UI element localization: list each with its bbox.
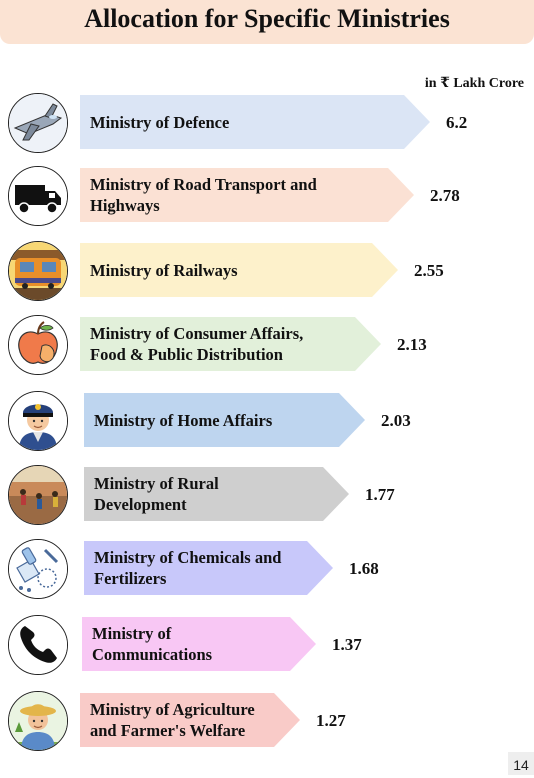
truck-icon	[8, 166, 68, 226]
police-officer-icon	[8, 391, 68, 451]
category-label-line: Ministry of Home Affairs	[94, 410, 273, 430]
value-label: 1.27	[316, 711, 346, 730]
category-label-line: Fertilizers	[94, 569, 167, 588]
category-label-line: Ministry of Consumer Affairs,	[90, 324, 304, 343]
category-label: Ministry of Communications	[92, 617, 212, 671]
value-label: 2.13	[397, 335, 427, 354]
category-label-line: Ministry of Rural	[94, 474, 219, 493]
chemicals-icon	[8, 539, 68, 599]
category-label: Ministry of Consumer Affairs, Food & Publ…	[90, 317, 303, 371]
category-label-line: Ministry of Railways	[90, 260, 238, 280]
category-label: Ministry of Road Transport and Highways	[90, 168, 317, 222]
category-label-line: Food & Public Distribution	[90, 345, 283, 364]
bar-mark: Ministry of Agriculture and Farmer's Welf…	[80, 693, 300, 747]
category-label-line: and Farmer's Welfare	[90, 721, 246, 740]
bar-mark: Ministry of Road Transport and Highways	[80, 168, 414, 222]
category-label-line: Ministry of	[92, 624, 172, 643]
category-label-line: Ministry of Road Transport and	[90, 175, 317, 194]
value-label: 2.78	[430, 186, 460, 205]
telephone-icon	[8, 615, 68, 675]
fighter-jet-icon	[8, 93, 68, 153]
bar-mark: Ministry of Consumer Affairs, Food & Publ…	[80, 317, 381, 371]
page-title: Allocation for Specific Ministries	[84, 4, 450, 33]
title-bar	[0, 0, 534, 44]
category-label: Ministry of Home Affairs	[94, 393, 272, 447]
category-label: Ministry of Agriculture and Farmer's Welf…	[90, 693, 255, 747]
category-label-line: Communications	[92, 645, 213, 664]
value-label: 2.55	[414, 261, 444, 280]
category-label-line: Ministry of Chemicals and	[94, 548, 282, 567]
category-label: Ministry of Rural Development	[94, 467, 219, 521]
bar-mark: Ministry of Chemicals and Fertilizers	[84, 541, 333, 595]
category-label-line: Development	[94, 495, 187, 514]
category-label: Ministry of Defence	[90, 95, 229, 149]
value-label: 2.03	[381, 411, 411, 430]
bar-mark: Ministry of Railways	[80, 243, 398, 297]
category-label: Ministry of Chemicals and Fertilizers	[94, 541, 281, 595]
train-icon	[8, 241, 68, 301]
bar-mark: Ministry of Defence	[80, 95, 430, 149]
value-label: 1.37	[332, 635, 362, 654]
page-number: 14	[508, 752, 534, 775]
value-label: 1.68	[349, 559, 379, 578]
unit-label: in ₹ Lakh Crore	[424, 76, 524, 91]
bar-mark: Ministry of Home Affairs	[84, 393, 365, 447]
bar-mark: Ministry of Communications	[82, 617, 316, 671]
bar-mark: Ministry of Rural Development	[84, 467, 349, 521]
category-label-line: Highways	[90, 196, 160, 215]
farmer-icon	[8, 691, 68, 751]
field-workers-icon	[8, 465, 68, 525]
category-label: Ministry of Railways	[90, 243, 238, 297]
value-label: 6.2	[446, 113, 468, 132]
category-label-line: Ministry of Defence	[90, 112, 230, 132]
apple-icon	[8, 315, 68, 375]
value-label: 1.77	[365, 485, 395, 504]
category-label-line: Ministry of Agriculture	[90, 700, 255, 719]
